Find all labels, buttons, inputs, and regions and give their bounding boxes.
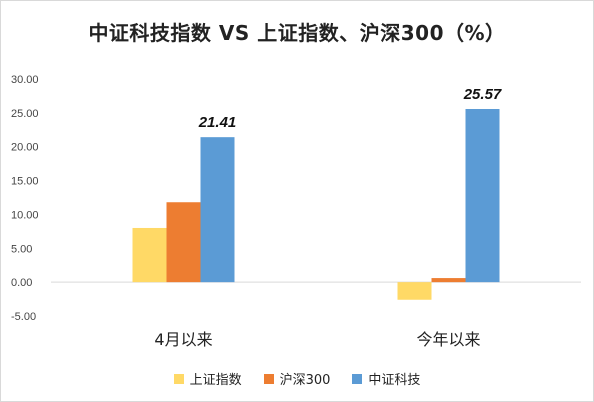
legend-item-zhongzheng-keji: 中证科技 — [352, 369, 420, 388]
chart-title: 中证科技指数 VS 上证指数、沪深300（%） — [88, 21, 506, 45]
bar-2-1 — [465, 108, 500, 283]
data-label: 21.41 — [198, 114, 237, 131]
x-category-label: 今年以来 — [416, 330, 480, 349]
y-tick-label: 20.00 — [11, 142, 39, 154]
bar-0-0 — [132, 227, 167, 283]
y-tick-label: 10.00 — [11, 209, 39, 221]
y-tick-label: 30.00 — [11, 74, 39, 86]
legend-item-hushen300: 沪深300 — [263, 369, 331, 388]
data-label: 25.57 — [463, 86, 502, 103]
bar-1-0 — [166, 202, 201, 283]
y-tick-label: 25.00 — [11, 108, 39, 120]
x-category-label: 4月以来 — [154, 330, 212, 349]
legend: 上证指数 沪深300 中证科技 — [1, 369, 593, 388]
bar-2-0 — [200, 137, 235, 283]
legend-label-hushen300: 沪深300 — [279, 373, 331, 388]
legend-item-shangzheng: 上证指数 — [173, 369, 242, 388]
y-tick-label: 0.00 — [11, 277, 32, 289]
legend-swatch-zhongzheng-keji — [352, 373, 363, 384]
legend-label-shangzheng: 上证指数 — [189, 373, 242, 388]
y-tick-label: 15.00 — [11, 176, 39, 188]
legend-swatch-hushen300 — [263, 373, 274, 384]
y-tick-label: 5.00 — [11, 243, 32, 255]
legend-swatch-shangzheng — [173, 373, 184, 384]
bar-0-1 — [397, 282, 432, 300]
legend-label-zhongzheng-keji: 中证科技 — [368, 373, 421, 388]
y-tick-label: -5.00 — [11, 311, 36, 323]
bar-1-1 — [431, 278, 466, 283]
